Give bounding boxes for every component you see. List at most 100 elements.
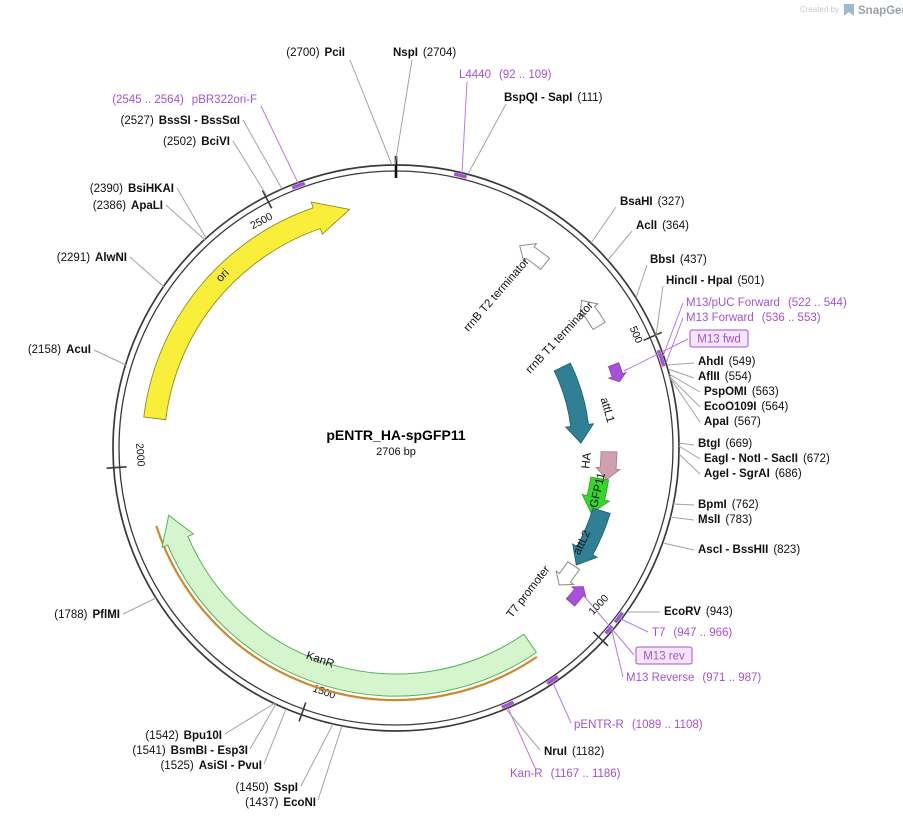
gfp11-feature-arrow[interactable] — [581, 476, 611, 514]
enzyme-label-nrui[interactable]: NruI (1182) — [544, 746, 605, 758]
m13-rev-primer-arrow[interactable] — [565, 586, 587, 607]
rrnb-t1-terminator-arrow[interactable] — [579, 299, 606, 331]
rrnb-t2-terminator-arrow[interactable] — [519, 242, 551, 271]
enzyme-label-bpmi[interactable]: BpmI (762) — [698, 499, 759, 511]
primer-label-pentr-r[interactable]: pENTR-R (1089 .. 1108) — [574, 719, 703, 731]
callout-line — [129, 256, 165, 288]
enzyme-label-pspomi[interactable]: PspOMI (563) — [704, 386, 779, 398]
callout-line — [467, 103, 507, 175]
enzyme-label-bspqi-sapi[interactable]: BspQI - SapI (111) — [504, 92, 603, 104]
primer-callout-line — [620, 618, 649, 633]
m13-rev-boxed-label[interactable]: M13 rev — [635, 646, 693, 665]
enzyme-label-asci-bsshii[interactable]: AscI - BssHII (823) — [698, 544, 800, 556]
enzyme-label-acli[interactable]: AclI (364) — [636, 220, 689, 232]
enzyme-label-asisi-pvui[interactable]: (1525) AsiSI - PvuI — [160, 760, 262, 772]
tick-2000 — [106, 466, 127, 469]
callout-line — [165, 204, 206, 241]
enzyme-label-ecorv[interactable]: EcoRV (943) — [664, 606, 733, 618]
enzyme-label-agei-sgrai[interactable]: AgeI - SgrAI (686) — [704, 468, 802, 480]
ha-feature-arrow[interactable] — [595, 451, 622, 481]
callout-line — [655, 285, 664, 337]
enzyme-label-bcivi[interactable]: (2502) BciVI — [163, 136, 230, 148]
primer-site-t7 — [613, 611, 624, 624]
snapgene-watermark: Created by SnapGene — [800, 4, 903, 17]
callout-line — [224, 702, 276, 735]
enzyme-label-bsssi[interactable]: (2527) BssSI - BssSαI — [121, 115, 240, 127]
t7-promoter-label[interactable]: T7 promoter — [505, 564, 553, 621]
primer-site-kan-r — [501, 700, 515, 709]
m13-fwd-primer-arrow[interactable] — [607, 362, 627, 383]
rrnb-t2-terminator-label[interactable]: rrnB T2 terminator — [462, 256, 532, 334]
enzyme-label-acui[interactable]: (2158) AcuI — [28, 344, 91, 356]
tick-label-500: 500 — [627, 324, 645, 345]
enzyme-label-msli[interactable]: MslI (783) — [698, 514, 752, 526]
callout-line — [607, 230, 633, 261]
callout-line — [249, 703, 277, 750]
enzyme-label-alwni[interactable]: (2291) AlwNI — [57, 252, 127, 264]
tick-2500 — [261, 190, 273, 209]
enzyme-label-bsahi[interactable]: BsaHI (327) — [620, 196, 685, 208]
t7-promoter-arrow[interactable] — [555, 561, 581, 586]
enzyme-label-bsmbi-esp3i[interactable]: (1541) BsmBI - Esp3I — [132, 745, 248, 757]
primer-callout-line — [507, 707, 537, 771]
m13-fwd-box — [689, 329, 749, 348]
enzyme-label-nspi[interactable]: NspI (2704) — [393, 47, 456, 59]
primer-callout-line — [665, 317, 684, 364]
callout-line — [678, 445, 701, 460]
enzyme-label-aflii[interactable]: AflII (554) — [698, 371, 752, 383]
ori-feature-arrow[interactable] — [143, 201, 351, 421]
enzyme-label-bsihkai[interactable]: (2390) BsiHKAI — [90, 183, 174, 195]
m13-rev-box-text: M13 rev — [643, 651, 685, 663]
primer-label-pbr322ori-f[interactable]: (2545 .. 2564) pBR322ori-F — [112, 94, 257, 106]
enzyme-label-econi[interactable]: (1437) EcoNI — [245, 797, 316, 809]
primer-label-l4440[interactable]: L4440 (92 .. 109) — [459, 69, 552, 81]
enzyme-label-pcii[interactable]: (2700) PciI — [286, 47, 345, 59]
primer-callout-line — [623, 338, 689, 372]
primer-label-t7[interactable]: T7 (947 .. 966) — [652, 627, 732, 639]
enzyme-label-ahdi[interactable]: AhdI (549) — [698, 356, 756, 368]
callout-line — [668, 373, 701, 393]
primer-callout-line — [611, 630, 624, 678]
primer-label-m13-puc-forward[interactable]: M13/pUC Forward (522 .. 544) — [686, 297, 847, 309]
callout-line — [662, 542, 695, 551]
primer-callout-line — [662, 302, 684, 357]
m13-rev-box — [635, 646, 693, 665]
enzyme-label-pflmi[interactable]: (1788) PflMI — [54, 609, 120, 621]
kanr-feature-arrow[interactable] — [161, 514, 538, 697]
enzyme-label-hincii-hpai[interactable]: HincII - HpaI (501) — [666, 275, 764, 287]
rrnb-t1-terminator-label[interactable]: rrnB T1 terminator — [524, 300, 596, 376]
enzyme-label-apai[interactable]: ApaI (567) — [704, 416, 761, 428]
enzyme-label-btgi[interactable]: BtgI (669) — [698, 438, 752, 450]
primer-site-m13-forward — [656, 349, 666, 367]
primer-label-kan-r[interactable]: Kan-R (1167 .. 1186) — [510, 768, 621, 780]
callout-line — [590, 206, 617, 244]
attl1-label[interactable]: attL1 — [598, 396, 617, 424]
enzyme-label-apali[interactable]: (2386) ApaLI — [93, 200, 163, 212]
attl1-feature-arrow[interactable] — [553, 362, 595, 444]
primer-site-l4440 — [453, 172, 468, 179]
enzyme-label-bpu10i[interactable]: (1542) Bpu10I — [145, 730, 222, 742]
ha-label[interactable]: HA — [580, 452, 594, 469]
callout-line — [263, 708, 287, 765]
callout-line — [635, 264, 648, 299]
attl2-feature-arrow[interactable] — [572, 507, 611, 566]
callout-line — [176, 187, 207, 239]
enzyme-label-bbsi[interactable]: BbsI (437) — [650, 254, 707, 266]
enzyme-label-sspi[interactable]: (1450) SspI — [235, 782, 298, 794]
enzyme-label-ecoo109i[interactable]: EcoO109I (564) — [704, 401, 788, 413]
callout-line — [667, 368, 695, 379]
callout-line — [668, 375, 701, 408]
enzyme-label-eagi-noti-sacii[interactable]: EagI - NotI - SacII (672) — [704, 453, 830, 465]
primer-label-m13-forward[interactable]: M13 Forward (536 .. 553) — [686, 312, 821, 324]
primer-callout-line — [461, 81, 468, 174]
callout-line — [242, 119, 283, 190]
callout-line — [317, 725, 343, 801]
m13-fwd-boxed-label[interactable]: M13 fwd — [689, 329, 749, 348]
callout-line — [394, 59, 413, 166]
callout-line — [678, 453, 701, 475]
primer-callout-line — [552, 682, 572, 724]
primer-site-pentr-r — [546, 675, 559, 685]
primer-label-m13-reverse[interactable]: M13 Reverse (971 .. 987) — [626, 672, 761, 684]
callout-line — [122, 597, 157, 615]
